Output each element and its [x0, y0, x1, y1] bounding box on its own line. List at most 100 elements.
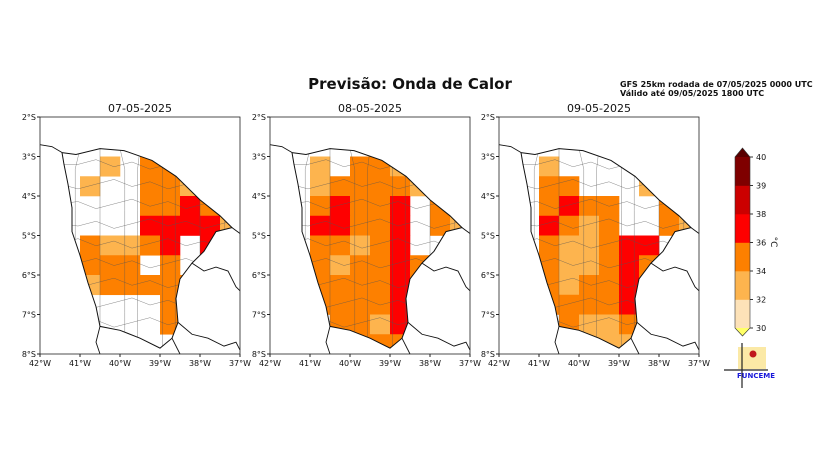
neighbor-state-border	[171, 337, 181, 355]
lon-tick-label: 42°W	[259, 359, 281, 368]
lon-tick-label: 39°W	[379, 359, 401, 368]
lat-tick-label: 7°S	[252, 311, 266, 320]
lon-tick-label: 37°W	[459, 359, 481, 368]
neighbor-state-border	[231, 227, 241, 234]
lat-tick-label: 6°S	[481, 271, 495, 280]
grid-cell	[180, 176, 201, 197]
lon-tick-label: 40°W	[109, 359, 131, 368]
grid-cell	[559, 196, 580, 217]
grid-cell	[639, 176, 660, 197]
grid-cell	[310, 275, 331, 296]
colorbar-band	[735, 214, 750, 243]
grid-cell	[370, 294, 391, 315]
grid-cell	[430, 215, 451, 236]
lat-tick-label: 4°S	[481, 192, 495, 201]
grid-cell	[619, 334, 640, 349]
grid-cell	[310, 235, 331, 256]
neighbor-state-border	[461, 227, 471, 234]
lat-tick-label: 8°S	[22, 350, 36, 359]
colorbar-band	[735, 271, 750, 300]
lon-tick-label: 39°W	[608, 359, 630, 368]
lon-tick-label: 38°W	[189, 359, 211, 368]
neighbor-state-border	[498, 144, 522, 153]
lat-tick-label: 7°S	[22, 311, 36, 320]
grid-cell	[100, 156, 121, 177]
neighbor-state-border	[690, 227, 700, 234]
lon-tick-label: 38°W	[419, 359, 441, 368]
grid-cell	[350, 255, 371, 276]
grid-cell	[539, 255, 560, 276]
grid-cell	[310, 156, 331, 177]
colorbar-unit: °C	[768, 237, 778, 248]
grid-cell	[140, 235, 161, 256]
grid-cell	[80, 255, 101, 276]
lon-tick-label: 40°W	[568, 359, 590, 368]
grid-cell	[160, 255, 181, 276]
grid-cell	[310, 176, 331, 197]
grid-cell	[559, 215, 580, 236]
lat-tick-label: 6°S	[22, 271, 36, 280]
colorbar-tick-label: 32	[756, 296, 766, 305]
grid-cell	[639, 235, 660, 256]
grid-cell	[599, 294, 620, 315]
grid-cell	[350, 156, 371, 177]
colorbar-tick-label: 34	[756, 267, 766, 276]
lat-tick-label: 5°S	[252, 232, 266, 241]
lat-tick-label: 3°S	[252, 153, 266, 162]
panel-title: 07-05-2025	[108, 102, 172, 115]
grid-cell	[160, 156, 181, 177]
grid-cell	[559, 314, 580, 335]
grid-cell	[140, 176, 161, 197]
grid-cell	[619, 255, 640, 276]
lon-tick-label: 40°W	[339, 359, 361, 368]
grid-cell	[350, 314, 371, 335]
grid-cell	[120, 275, 141, 296]
grid-cell	[390, 156, 411, 177]
colorbar-tick-label: 36	[756, 239, 766, 248]
neighbor-state-border	[177, 322, 241, 351]
grid-cell	[330, 196, 351, 217]
lat-tick-label: 4°S	[22, 192, 36, 201]
colorbar-band	[735, 185, 750, 215]
lat-tick-label: 3°S	[22, 153, 36, 162]
temperature-grid	[80, 156, 232, 335]
grid-cell	[579, 196, 600, 217]
state-border-ceara	[520, 148, 692, 349]
grid-cell	[410, 275, 431, 296]
grid-cell	[370, 334, 391, 349]
grid-cell	[80, 235, 101, 256]
map-panel-3: 09-05-2025 42°W 41°W 40°W 39°W 38°W 37°W 2°S 3°S…	[481, 102, 710, 368]
grid-cell	[559, 255, 580, 276]
grid-cell	[579, 235, 600, 256]
grid-cell	[180, 275, 201, 296]
grid-cell	[140, 275, 161, 296]
grid-cell	[639, 275, 660, 296]
lat-tick-label: 2°S	[252, 113, 266, 122]
lat-tick-label: 7°S	[481, 311, 495, 320]
neighbor-state-border	[325, 326, 331, 355]
neighbor-state-border	[630, 337, 640, 355]
panel-title: 09-05-2025	[567, 102, 631, 115]
grid-cell	[579, 255, 600, 276]
panel-title: 08-05-2025	[338, 102, 402, 115]
grid-cell	[160, 196, 181, 217]
colorbar-tick-label: 30	[756, 324, 766, 333]
grid-cell	[370, 275, 391, 296]
grid-cell	[80, 176, 101, 197]
temperature-grid	[539, 156, 691, 349]
grid-cell	[100, 255, 121, 276]
grid-cell	[659, 215, 680, 236]
lat-tick-label: 2°S	[22, 113, 36, 122]
grid-cell	[310, 255, 331, 276]
lat-tick-label: 4°S	[252, 192, 266, 201]
grid-cell	[330, 275, 351, 296]
grid-cell	[330, 176, 351, 197]
grid-cell	[410, 176, 431, 197]
grid-cell	[350, 176, 371, 197]
lat-tick-label: 8°S	[252, 350, 266, 359]
grid-cell	[599, 314, 620, 335]
grid-cell	[599, 196, 620, 217]
grid-cell	[410, 294, 431, 315]
grid-cell	[330, 215, 351, 236]
